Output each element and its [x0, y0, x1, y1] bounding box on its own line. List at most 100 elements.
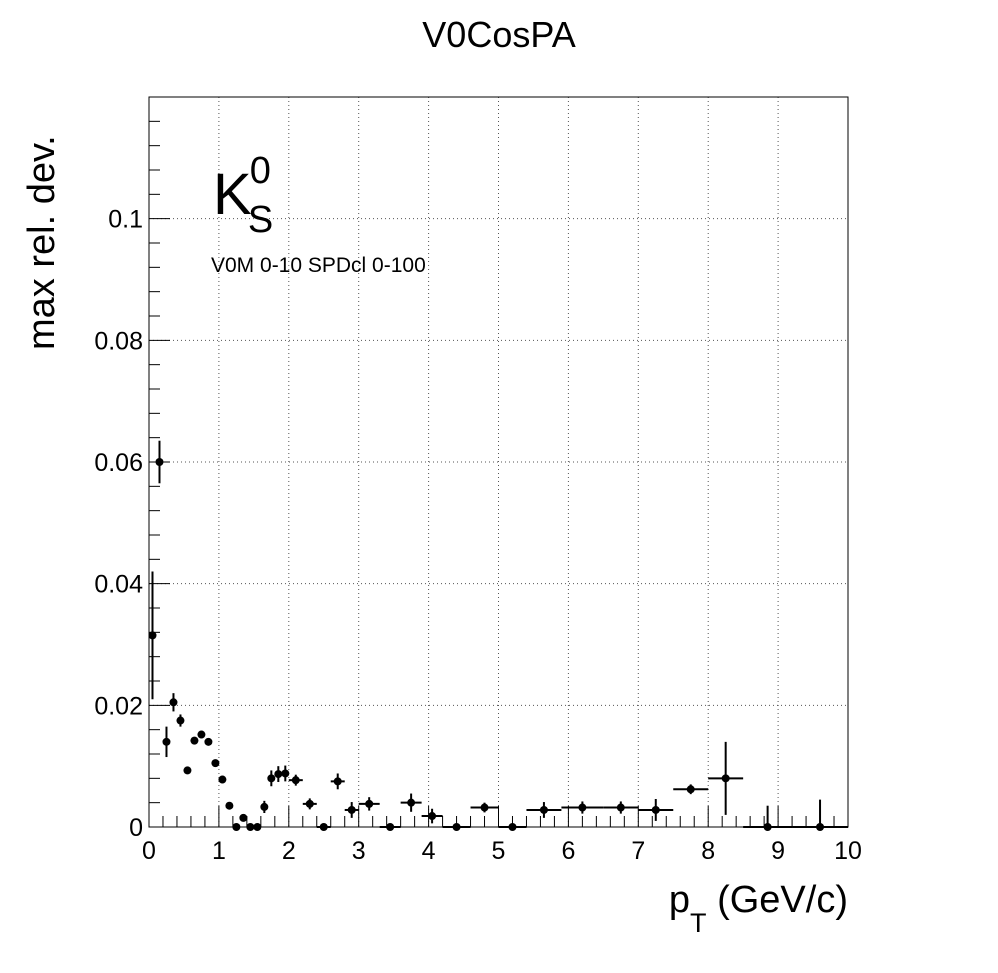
data-point	[162, 726, 171, 758]
marker	[232, 823, 241, 831]
axis-ticks	[148, 120, 849, 828]
data-point	[498, 823, 527, 831]
x-tick-label: 0	[142, 837, 156, 865]
marker	[183, 766, 192, 775]
x-tick-label: 3	[352, 837, 366, 865]
marker	[274, 770, 283, 779]
y-tick-label: 0.06	[94, 449, 143, 477]
marker	[452, 823, 461, 831]
data-point	[253, 823, 262, 831]
data-point	[302, 798, 317, 810]
marker	[239, 813, 248, 822]
x-tick-label: 7	[631, 837, 645, 865]
y-tick-label: 0.1	[108, 206, 143, 234]
marker	[197, 730, 206, 739]
marker	[407, 798, 416, 807]
marker	[508, 823, 517, 831]
marker	[190, 736, 199, 745]
data-point	[673, 784, 709, 795]
data-point	[225, 801, 234, 810]
y-tick-label: 0.08	[94, 327, 143, 355]
data-point	[274, 766, 283, 782]
marker	[281, 769, 290, 778]
marker	[169, 698, 178, 707]
y-tick-label: 0.04	[94, 571, 143, 599]
marker	[211, 759, 220, 768]
data-point	[316, 823, 331, 831]
x-axis-title: pT (GeV/c)	[669, 879, 848, 938]
data-point	[330, 773, 345, 790]
data-point	[792, 799, 848, 831]
marker	[291, 776, 300, 785]
y-tick-labels: 0 0.02 0.04 0.06 0.08 0.1	[94, 206, 143, 842]
data-point	[442, 823, 471, 831]
data-point	[708, 741, 744, 815]
marker	[333, 777, 342, 786]
data-point	[211, 759, 220, 768]
marker	[816, 823, 825, 831]
data-point	[400, 793, 422, 812]
marker	[386, 823, 395, 831]
data-point	[526, 802, 562, 818]
data-point	[470, 802, 499, 813]
data-point	[603, 801, 639, 814]
y-tick-label: 0.02	[94, 692, 143, 720]
marker	[347, 805, 356, 814]
data-point	[246, 823, 255, 831]
marker	[721, 774, 730, 783]
marker	[267, 774, 276, 783]
data-point	[183, 766, 192, 775]
y-axis-title: max rel. dev.	[21, 135, 63, 350]
x-axis-title-rest: (GeV/c)	[707, 879, 848, 921]
marker	[148, 631, 157, 640]
data-point	[239, 813, 248, 822]
x-tick-label: 10	[834, 837, 862, 865]
marker	[218, 775, 227, 784]
data-point	[218, 775, 227, 784]
x-tick-label: 2	[282, 837, 296, 865]
marker	[162, 737, 171, 746]
data-point	[281, 765, 290, 782]
marker	[365, 799, 374, 808]
marker	[616, 803, 625, 812]
marker	[176, 716, 185, 725]
data-point	[638, 799, 674, 821]
marker	[204, 737, 213, 746]
chart-title: V0CosPA	[422, 14, 575, 55]
particle-label: K0 S	[213, 150, 273, 241]
marker	[763, 823, 772, 831]
x-tick-label: 6	[561, 837, 575, 865]
marker	[539, 805, 548, 814]
data-point	[190, 736, 199, 745]
x-tick-labels: 0 1 2 3 4 5 6 7 8 9 10	[142, 837, 862, 865]
x-tick-label: 4	[422, 837, 436, 865]
data-point	[169, 693, 178, 712]
marker	[578, 803, 587, 812]
data-point	[232, 823, 241, 831]
marker	[651, 805, 660, 814]
x-tick-label: 1	[212, 837, 226, 865]
data-point	[267, 770, 276, 787]
data-point	[358, 797, 380, 811]
marker	[225, 801, 234, 810]
data-point	[204, 737, 213, 746]
x-tick-label: 9	[771, 837, 785, 865]
y-tick-label: 0	[129, 814, 143, 842]
data-point	[421, 808, 443, 824]
marker	[480, 803, 489, 812]
data-point	[176, 714, 185, 727]
x-axis-title-main: p	[669, 879, 690, 921]
data-point	[260, 800, 269, 814]
data-point	[148, 571, 157, 700]
data-point	[155, 440, 164, 484]
selection-label: V0M 0-10 SPDcl 0-100	[211, 254, 426, 277]
particle-label-sup: 0	[250, 150, 271, 192]
data-point	[743, 805, 793, 831]
data-points	[148, 440, 848, 831]
gridlines	[149, 97, 848, 827]
particle-label-base: K	[213, 162, 252, 227]
particle-label-sub: S	[248, 199, 273, 241]
marker	[246, 823, 255, 831]
data-point	[561, 801, 604, 814]
